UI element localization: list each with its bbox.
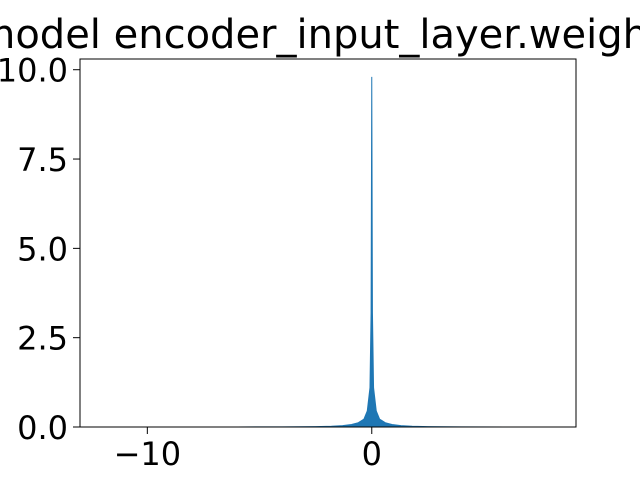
y-axis: 0.0 2.5 5.0 7.5 10.0	[0, 52, 80, 447]
y-tick-label: 2.5	[17, 320, 68, 358]
y-tick-label: 0.0	[17, 409, 68, 447]
plot-frame	[79, 58, 577, 428]
y-tick-label: 7.5	[17, 141, 68, 179]
x-tick-label: 0	[362, 435, 382, 473]
y-tick-label: 10.0	[0, 52, 68, 90]
chart-title: model encoder_input_layer.weight	[0, 12, 640, 58]
plot-layer	[80, 76, 556, 428]
x-axis: −10 0	[114, 427, 382, 473]
density-area	[80, 76, 556, 428]
x-tick-label: −10	[114, 435, 182, 473]
y-tick-label: 5.0	[17, 230, 68, 268]
